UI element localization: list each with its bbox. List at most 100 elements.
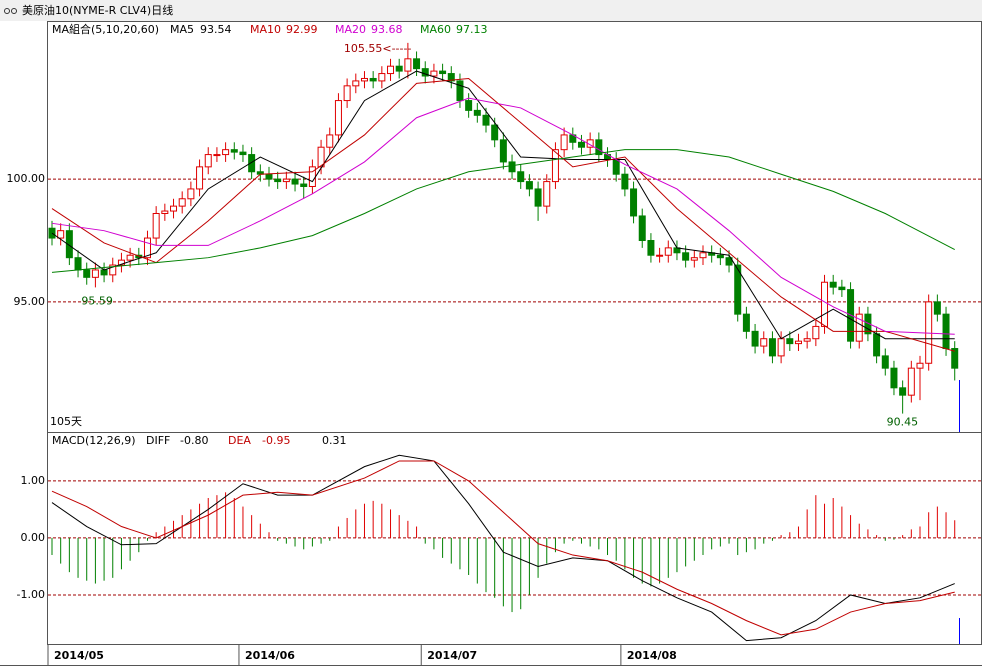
candle-body	[91, 269, 99, 278]
legend-label: DEA	[228, 434, 251, 447]
ma-line	[51, 149, 955, 273]
candle-body	[413, 58, 421, 70]
candle-body	[473, 109, 481, 116]
candle-body	[204, 154, 212, 168]
legend-value: 93.68	[371, 23, 403, 36]
candle-body	[656, 254, 664, 257]
candle-body	[439, 70, 447, 75]
candle-body	[630, 188, 638, 217]
candle-body	[117, 259, 125, 266]
panel-subtitle: MACD(12,26,9)	[52, 434, 136, 447]
legend-value: -0.95	[262, 434, 290, 447]
candle-body	[647, 240, 655, 256]
y-tick-label: 0.00	[21, 531, 46, 544]
candle-body	[716, 254, 724, 259]
candle-body	[282, 178, 290, 183]
legend-value: 92.99	[286, 23, 318, 36]
candle-body	[916, 362, 924, 369]
candle-body	[664, 247, 672, 256]
candle-body	[612, 158, 620, 175]
candle-body	[100, 269, 108, 276]
candle-body	[170, 205, 178, 212]
candle-body	[638, 215, 646, 242]
candle-body	[152, 212, 160, 239]
macd-line	[51, 454, 955, 642]
ma-line	[51, 77, 955, 352]
candle-body	[925, 301, 933, 364]
candle-body	[248, 154, 256, 173]
macd-line	[51, 460, 955, 636]
candle-body	[821, 281, 829, 327]
candle-body	[213, 154, 221, 157]
candle-body	[734, 264, 742, 315]
x-tick-label: 2014/05	[54, 649, 104, 662]
candle-body	[265, 173, 273, 180]
legend-value: 97.13	[456, 23, 488, 36]
candle-body	[499, 139, 507, 163]
candle-body	[395, 65, 403, 72]
y-tick-label: 1.00	[21, 474, 46, 487]
y-tick-label: -1.00	[17, 588, 45, 601]
candle-body	[864, 313, 872, 335]
candle-body	[760, 338, 768, 347]
candle-body	[942, 313, 950, 350]
candle-body	[421, 68, 429, 77]
candle-body	[447, 73, 455, 82]
candle-body	[803, 338, 811, 342]
candle-body	[456, 80, 464, 102]
panel-subtitle: MA組合(5,10,20,60)	[52, 22, 159, 36]
candle-body	[482, 114, 490, 126]
candle-body	[300, 183, 308, 187]
candle-body	[517, 171, 525, 183]
candle-body	[334, 100, 342, 136]
candle-body	[508, 161, 516, 173]
title-bar	[0, 0, 982, 21]
candle-body	[690, 257, 698, 261]
candle-body	[751, 330, 759, 347]
candle-body	[551, 149, 559, 183]
candle-body	[525, 181, 533, 190]
legend-value: -0.80	[180, 434, 208, 447]
candle-body	[890, 367, 898, 389]
candle-body	[352, 80, 360, 87]
legend-value: 93.54	[200, 23, 232, 36]
ma-line	[51, 70, 955, 340]
candle-body	[682, 252, 690, 261]
candle-body	[560, 134, 568, 151]
candle-body	[430, 70, 438, 77]
candle-body	[699, 252, 707, 259]
candle-body	[899, 387, 907, 396]
candle-body	[196, 166, 204, 190]
candle-body	[83, 269, 91, 278]
legend-label: MA20	[335, 23, 366, 36]
candle-body	[794, 340, 802, 345]
candle-body	[742, 313, 750, 332]
candle-body	[577, 141, 585, 148]
candle-body	[57, 230, 65, 239]
days-label: 105天	[50, 415, 82, 428]
candle-body	[768, 338, 776, 357]
x-tick-label: 2014/08	[627, 649, 677, 662]
legend-label: MA60	[420, 23, 451, 36]
low-annotation: 90.45	[887, 416, 919, 429]
x-tick-label: 2014/07	[427, 649, 477, 662]
candle-body	[274, 178, 282, 183]
candle-body	[907, 367, 915, 396]
candle-body	[369, 77, 377, 82]
candle-body	[343, 85, 351, 102]
candle-body	[126, 254, 134, 261]
candle-body	[143, 237, 151, 259]
legend-label: MA10	[250, 23, 281, 36]
chart-title: 美原油10(NYME-R CLV4)日线	[22, 3, 173, 17]
candle-body	[725, 257, 733, 266]
candle-body	[222, 149, 230, 156]
candle-body	[786, 338, 794, 345]
candle-body	[933, 301, 941, 315]
candle-body	[230, 149, 238, 153]
title-icon	[4, 8, 17, 14]
candle-body	[491, 124, 499, 141]
candle-body	[838, 286, 846, 291]
legend-value: 0.31	[322, 434, 347, 447]
